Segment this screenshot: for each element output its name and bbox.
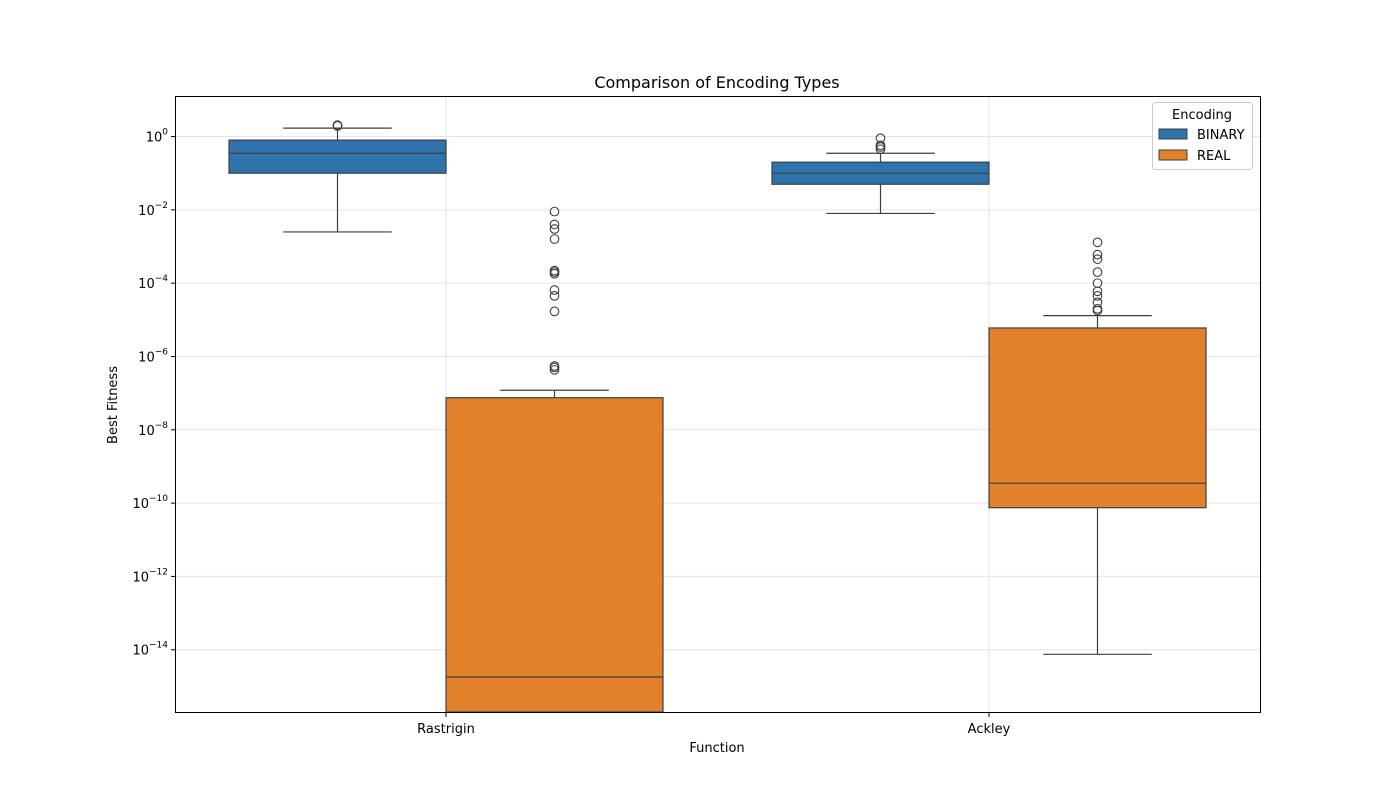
outlier-point — [549, 365, 560, 375]
outlier-point — [1092, 237, 1103, 248]
y-tick-label: 10−6 — [138, 347, 168, 365]
y-tick-label: 10−14 — [132, 641, 168, 659]
outlier-point — [1092, 286, 1103, 297]
x-axis-label: Function — [689, 741, 744, 756]
plot-frame — [175, 96, 1261, 713]
legend-swatch — [1158, 149, 1188, 161]
box-iqr — [445, 397, 664, 713]
outlier-point — [549, 306, 560, 317]
axis-layer: 100 10−2 10−4 10−6 10−8 10−10 10−12 10−14 Rastri… — [132, 128, 1010, 737]
y-tick-label: 10−4 — [138, 274, 168, 292]
legend-swatch — [1158, 128, 1188, 140]
box-iqr — [988, 327, 1207, 509]
outlier-point — [875, 142, 886, 152]
outlier-point — [549, 224, 560, 234]
legend-entry-label: BINARY — [1197, 128, 1245, 143]
x-tick-label: Rastrigin — [417, 722, 475, 737]
outlier-point — [549, 219, 560, 230]
y-tick-label: 10−12 — [132, 567, 168, 585]
grid-layer — [176, 97, 1260, 712]
outlier-point — [549, 362, 560, 373]
y-tick-label: 100 — [146, 128, 169, 146]
outlier-point — [549, 291, 560, 301]
plot-layer — [228, 120, 1207, 713]
box-iqr — [228, 139, 447, 174]
y-tick-label: 10−8 — [138, 421, 168, 439]
outlier-point — [549, 206, 560, 217]
y-axis-label: Best Fitness — [106, 366, 121, 444]
outlier-point — [549, 285, 560, 295]
outlier-point — [549, 268, 560, 279]
legend-title: Encoding — [1172, 108, 1232, 123]
legend: Encoding BINARY REAL — [1152, 102, 1253, 170]
outlier-point — [1092, 254, 1103, 265]
legend-entry-label: REAL — [1197, 149, 1231, 164]
outlier-point — [875, 144, 886, 155]
outlier-point — [1092, 291, 1103, 301]
outlier-point — [1092, 305, 1103, 316]
chart-title: Comparison of Encoding Types — [594, 73, 839, 92]
outlier-point — [1092, 249, 1103, 260]
y-tick-label: 10−2 — [138, 201, 168, 219]
outlier-point — [549, 234, 560, 244]
outlier-point — [332, 121, 343, 131]
y-tick-label: 10−10 — [132, 494, 168, 512]
outlier-point — [1092, 267, 1103, 277]
x-tick-label: Ackley — [968, 722, 1011, 737]
